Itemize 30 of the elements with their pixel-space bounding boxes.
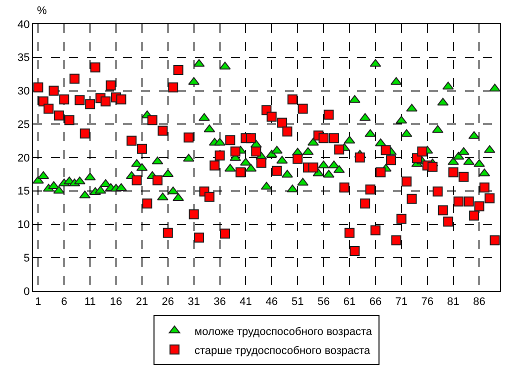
x-tick-label: 46 <box>266 296 278 308</box>
x-tick-label: 31 <box>188 296 200 308</box>
x-tick-label: 51 <box>292 296 304 308</box>
x-tick-label: 61 <box>343 296 356 308</box>
y-tick-label: 40 <box>18 18 30 31</box>
x-tick-label: 86 <box>473 296 486 308</box>
y-axis-title: % <box>37 5 47 17</box>
y-tick-label: 10 <box>18 219 30 232</box>
y-tick-label: 0 <box>24 286 30 298</box>
legend-label: старше трудоспособного возраста <box>194 344 372 357</box>
x-tick-label: 11 <box>84 296 96 308</box>
x-tick-label: 26 <box>162 296 174 308</box>
x-tick-label: 41 <box>240 296 252 308</box>
x-tick-label: 76 <box>421 296 434 308</box>
x-tick-label: 81 <box>447 296 460 308</box>
y-tick-label: 15 <box>18 186 30 198</box>
x-tick-label: 16 <box>110 296 122 308</box>
legend-label: моложе трудоспособного возраста <box>194 326 373 338</box>
x-tick-label: 36 <box>214 296 226 308</box>
x-tick-label: 1 <box>35 296 42 308</box>
y-tick-label: 30 <box>18 86 30 98</box>
x-tick-label: 6 <box>61 296 68 308</box>
y-tick-label: 35 <box>18 52 30 64</box>
y-tick-label: 25 <box>18 118 30 131</box>
y-tick-label: 20 <box>18 152 30 164</box>
x-tick-label: 66 <box>369 296 382 308</box>
y-tick-label: 5 <box>24 252 30 264</box>
x-tick-label: 56 <box>317 296 330 308</box>
x-tick-label: 71 <box>395 296 408 308</box>
x-tick-label: 21 <box>136 296 148 308</box>
